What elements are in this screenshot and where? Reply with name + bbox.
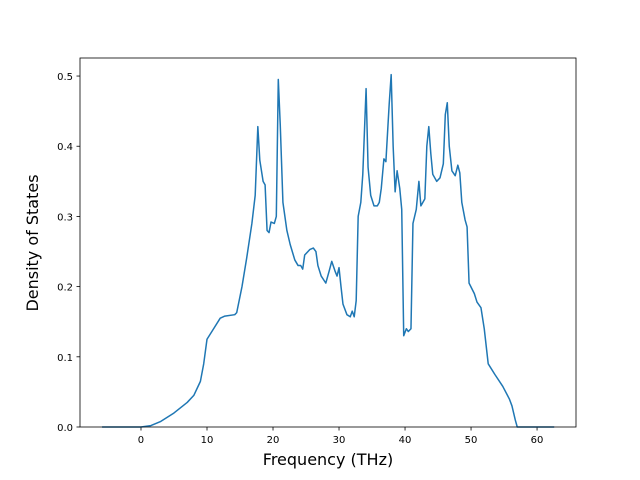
line (102, 73, 555, 428)
x-tick-label: 30 (333, 435, 346, 446)
x-axis-label: Frequency (THz) (263, 450, 393, 469)
x-tick-label: 20 (267, 435, 280, 446)
y-tick-label: 0.3 (57, 212, 73, 223)
y-axis-label: Density of States (23, 174, 42, 311)
x-tick-label: 50 (465, 435, 478, 446)
x-tick-label: 40 (399, 435, 412, 446)
x-tick-label: 60 (531, 435, 544, 446)
x-tick-label: 10 (201, 435, 214, 446)
y-tick-label: 0.0 (57, 423, 73, 434)
y-tick-label: 0.2 (57, 283, 73, 294)
plot-frame (79, 57, 577, 428)
y-tick-label: 0.4 (57, 142, 73, 153)
x-tick-label: 0 (138, 435, 144, 446)
y-tick-label: 0.1 (57, 353, 73, 364)
y-tick-label: 0.5 (57, 72, 73, 83)
